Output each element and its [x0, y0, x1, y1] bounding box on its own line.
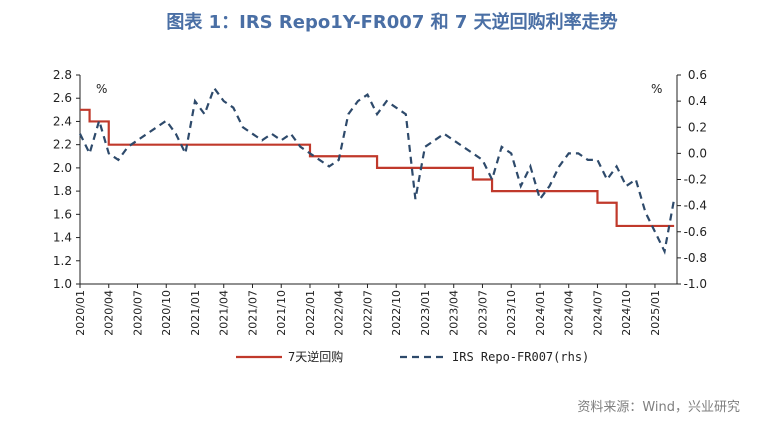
axes: 1.0 1.2 1.4 1.6 1.8 2.0 2.2 2.4 2.6 2.8 -1.0 -0.8 -0… [53, 68, 707, 336]
x-tick-label: 2024/07 [591, 290, 604, 336]
right-unit-label: % [651, 82, 663, 96]
x-tick-label: 2023/04 [448, 290, 461, 336]
left-tick-label: 1.0 [53, 277, 72, 291]
x-tick-label: 2023/01 [419, 290, 432, 336]
left-tick-label: 2.2 [53, 138, 72, 152]
left-tick-label: 2.6 [53, 91, 72, 105]
x-tick-label: 2020/04 [103, 290, 116, 336]
x-tick-label: 2024/10 [620, 290, 633, 336]
right-tick-label: 0.6 [688, 68, 707, 82]
right-tick-label: -0.6 [684, 225, 707, 239]
x-tick-label: 2020/01 [74, 290, 87, 336]
x-tick-label: 2022/01 [304, 290, 317, 336]
left-tick-label: 1.4 [53, 231, 72, 245]
x-tick-label: 2024/01 [534, 290, 547, 336]
chart-title: 图表 1：IRS Repo1Y-FR007 和 7 天逆回购利率走势 [166, 12, 618, 33]
source-note: 资料来源：Wind，兴业研究 [577, 400, 740, 415]
left-tick-label: 1.2 [53, 254, 72, 268]
right-tick-label: 0.2 [688, 120, 707, 134]
legend: 7天逆回购 IRS Repo-FR007(rhs) [236, 349, 589, 364]
x-tick-label: 2020/07 [131, 290, 144, 336]
left-unit-label: % [96, 82, 108, 96]
series-layer [79, 85, 676, 255]
x-tick-label: 2021/07 [246, 290, 259, 336]
right-tick-label: -0.2 [684, 173, 707, 187]
left-tick-label: 2.0 [53, 161, 72, 175]
legend-label: 7天逆回购 [288, 349, 343, 364]
x-tick-label: 2022/10 [390, 290, 403, 336]
right-tick-label: 0.0 [688, 146, 707, 160]
left-tick-label: 1.8 [53, 184, 72, 198]
right-tick-label: 0.4 [688, 94, 707, 108]
x-tick-label: 2025/01 [649, 290, 662, 336]
right-tick-label: -0.4 [684, 199, 707, 213]
x-tick-label: 2021/04 [218, 290, 231, 336]
x-tick-label: 2023/07 [476, 290, 489, 336]
left-tick-label: 1.6 [53, 207, 72, 221]
x-tick-label: 2023/10 [505, 290, 518, 336]
right-tick-label: -0.8 [684, 251, 707, 265]
x-tick-label: 2021/10 [275, 290, 288, 336]
right-tick-label: -1.0 [684, 277, 707, 291]
x-tick-label: 2022/04 [333, 290, 346, 336]
x-tick-label: 2020/10 [160, 290, 173, 336]
x-tick-label: 2024/04 [563, 290, 576, 336]
left-tick-label: 2.4 [53, 114, 72, 128]
series-line-7-day-reverse-repo [80, 108, 675, 228]
left-tick-label: 2.8 [53, 68, 72, 82]
x-tick-label: 2021/01 [189, 290, 202, 336]
legend-label: IRS Repo-FR007(rhs) [452, 350, 589, 364]
x-tick-label: 2022/07 [361, 290, 374, 336]
series-line-irs-repo-fr007 [79, 85, 676, 255]
